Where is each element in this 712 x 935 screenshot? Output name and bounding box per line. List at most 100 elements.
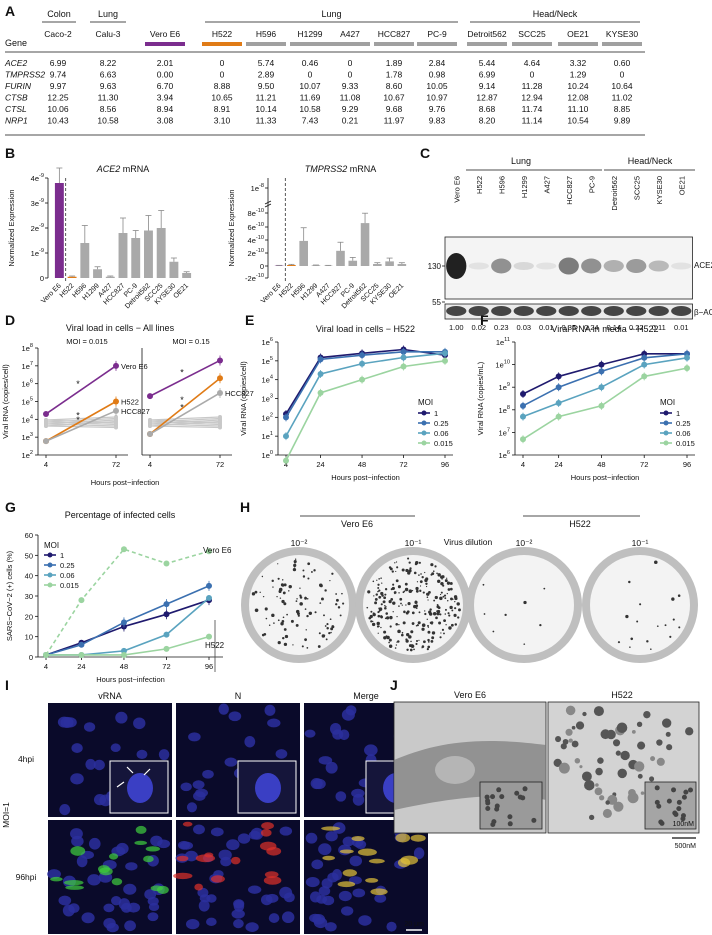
h-plaque xyxy=(290,619,294,623)
h-plaque xyxy=(307,562,311,566)
j-em-h522-particle xyxy=(617,768,627,779)
f-x-tick-label: 72 xyxy=(640,460,648,469)
table-column-header: Calu-3 xyxy=(95,29,120,39)
h-plaque xyxy=(376,625,380,628)
g-h522-label: H522 xyxy=(205,641,225,650)
i-nucleus xyxy=(231,909,245,919)
h-plaque xyxy=(386,635,390,640)
i-nucleus xyxy=(275,749,288,759)
i-nucleus xyxy=(268,913,280,924)
h-plaque xyxy=(415,607,418,610)
table-column-color-bar xyxy=(246,42,286,46)
b-left-bar xyxy=(131,238,141,278)
h-plaque xyxy=(373,595,375,597)
i-nucleus xyxy=(226,839,240,851)
h-plaque xyxy=(421,576,424,579)
table-value-cell: 9.63 xyxy=(100,81,117,91)
i-inset-arrow xyxy=(126,766,134,774)
h-plaque xyxy=(427,630,431,634)
table-gene-cell: CTSB xyxy=(5,93,28,103)
i-nucleus xyxy=(245,922,259,932)
b-right-y-tick-label: 0 xyxy=(260,262,264,271)
g-series-point xyxy=(163,645,170,652)
table-value-cell: 9.68 xyxy=(386,104,403,114)
d-gray-point xyxy=(148,424,152,428)
i-nucleus xyxy=(233,919,244,929)
h-plaque xyxy=(415,642,418,646)
f-x-tick-label: 4 xyxy=(521,460,525,469)
h-plaque xyxy=(654,560,658,565)
h-dilution-label: 10⁻¹ xyxy=(405,538,422,548)
d-series-line xyxy=(149,359,221,397)
h-plaque xyxy=(280,622,284,626)
c-quant-value: 0.01 xyxy=(539,323,554,332)
f-series-point xyxy=(555,384,562,391)
c-ace2-band xyxy=(491,258,512,274)
i-nucleus xyxy=(321,878,333,889)
h-plaque xyxy=(636,620,639,623)
d-gray-series xyxy=(45,417,117,423)
h-plaque xyxy=(295,623,299,627)
i-stain xyxy=(176,855,189,862)
table-group-label: Lung xyxy=(98,9,118,19)
j-em-h522-particle xyxy=(636,721,643,727)
b-right-bar xyxy=(311,265,321,266)
h-plaque xyxy=(678,626,681,629)
j-em-inset-virion xyxy=(485,805,491,811)
h-plaque xyxy=(639,603,642,606)
g-x-tick-label: 48 xyxy=(120,662,128,671)
e-y-label: Viral RNA (copies/cell) xyxy=(239,361,248,436)
table-value-cell: 12.25 xyxy=(47,93,69,103)
b-right-bar xyxy=(385,261,394,266)
g-legend-marker xyxy=(47,562,53,568)
table-column-color-bar xyxy=(558,42,598,46)
e-y-tick-label-base: 1e xyxy=(262,357,270,366)
i-nucleus xyxy=(76,855,88,868)
h-plaque xyxy=(328,632,331,635)
c-actin-band xyxy=(468,306,489,316)
d-y-tick-label-base: 1e xyxy=(22,344,30,353)
j-em-inset-virion xyxy=(490,794,496,800)
j-em-h522-particle xyxy=(613,801,624,812)
h-plaque xyxy=(378,595,382,599)
i-nucleus xyxy=(127,902,141,913)
c-ace2-band xyxy=(446,253,467,279)
c-group-hn: Head/Neck xyxy=(628,156,673,166)
h-plaque xyxy=(319,583,323,588)
h-plaque xyxy=(445,624,447,626)
j-em-h522-particle xyxy=(553,758,562,767)
table-value-cell: 8.88 xyxy=(214,81,231,91)
i-nucleus xyxy=(335,791,347,802)
h-plaque xyxy=(437,580,440,583)
d-y-tick-label: 1e6 xyxy=(22,379,33,389)
h-plaque xyxy=(419,580,423,584)
table-column-header: Detroit562 xyxy=(467,29,506,39)
h-plaque xyxy=(383,636,387,640)
h-plaque xyxy=(434,595,438,600)
h-plaque xyxy=(671,597,675,601)
j-em-h522-particle xyxy=(666,744,673,751)
i-column-label: Merge xyxy=(353,691,379,701)
h-plaque xyxy=(369,614,373,619)
h-plaque xyxy=(413,571,417,575)
i-nucleus xyxy=(133,717,146,730)
h-plaque xyxy=(450,597,453,601)
j-em-inset-virion xyxy=(494,803,500,809)
h-plaque xyxy=(380,577,382,579)
f-y-tick-label-base: 1e xyxy=(499,406,507,415)
h-plaque xyxy=(442,584,445,587)
table-column-color-bar xyxy=(202,42,242,46)
h-plaque xyxy=(415,589,419,593)
i-nucleus xyxy=(218,703,229,715)
i-nucleus xyxy=(103,917,116,929)
f-series-point xyxy=(520,402,526,409)
h-vero-label: Vero E6 xyxy=(341,519,373,529)
c-ace2-band xyxy=(626,259,647,273)
h-plaque xyxy=(282,636,285,640)
table-value-cell: 7.43 xyxy=(302,116,319,126)
table-value-cell: 8.20 xyxy=(479,116,496,126)
i-nucleus xyxy=(313,917,328,929)
e-y-tick-label: 1e6 xyxy=(262,337,273,347)
h-plaque xyxy=(448,626,452,630)
